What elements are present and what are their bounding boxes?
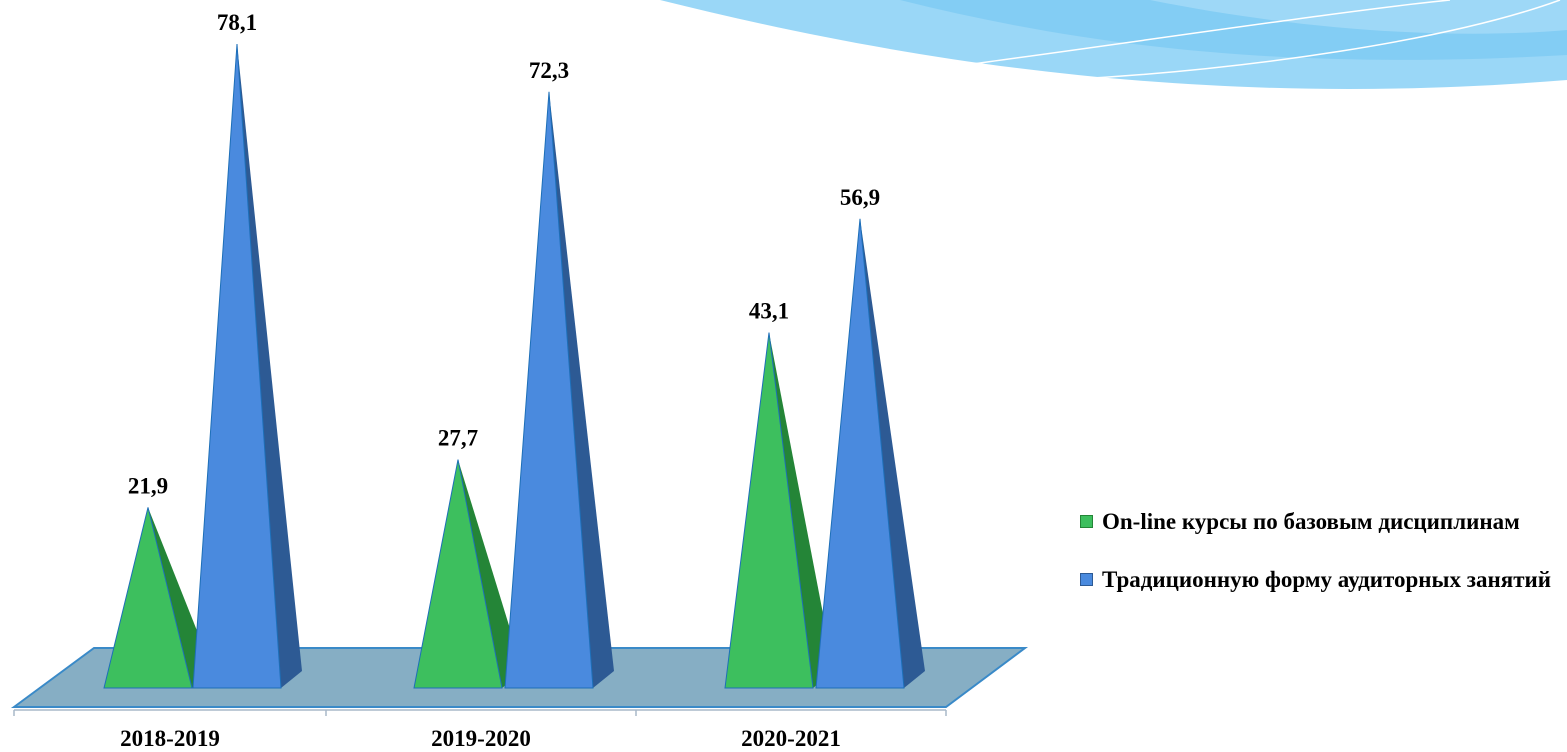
legend: On-line курсы по базовым дисциплинам Тра… bbox=[1075, 508, 1565, 624]
data-label-online-2018-2019: 21,9 bbox=[128, 473, 168, 498]
data-label-traditional-2019-2020: 72,3 bbox=[529, 58, 569, 83]
data-label-traditional-2018-2019: 78,1 bbox=[217, 10, 257, 35]
legend-swatch-traditional bbox=[1080, 573, 1093, 586]
data-label-online-2020-2021: 43,1 bbox=[749, 299, 789, 324]
bar-online-2019-2020 bbox=[413, 459, 523, 689]
decorative-wave bbox=[660, 0, 1567, 89]
bars bbox=[103, 43, 925, 689]
category-label-2020-2021: 2020-2021 bbox=[741, 726, 841, 751]
bar-traditional-2020-2021 bbox=[815, 218, 925, 689]
x-axis-ticks bbox=[13, 710, 947, 716]
category-label-2018-2019: 2018-2019 bbox=[120, 726, 220, 751]
legend-swatch-online bbox=[1080, 515, 1093, 528]
bar-traditional-2018-2019 bbox=[192, 43, 302, 689]
legend-item-traditional: Традиционную форму аудиторных занятий bbox=[1075, 566, 1565, 594]
legend-item-online: On-line курсы по базовым дисциплинам bbox=[1075, 508, 1565, 536]
data-labels: 21,9 27,7 43,1 78,1 72,3 56,9 bbox=[128, 10, 880, 498]
legend-label-traditional: Традиционную форму аудиторных занятий bbox=[1102, 567, 1552, 592]
category-label-2019-2020: 2019-2020 bbox=[431, 726, 531, 751]
legend-label-online: On-line курсы по базовым дисциплинам bbox=[1102, 509, 1520, 534]
bar-online-2020-2021 bbox=[724, 332, 834, 689]
data-label-traditional-2020-2021: 56,9 bbox=[840, 185, 880, 210]
data-label-online-2019-2020: 27,7 bbox=[438, 426, 478, 451]
bar-traditional-2019-2020 bbox=[504, 91, 614, 689]
category-labels: 2018-2019 2019-2020 2020-2021 bbox=[120, 726, 841, 751]
